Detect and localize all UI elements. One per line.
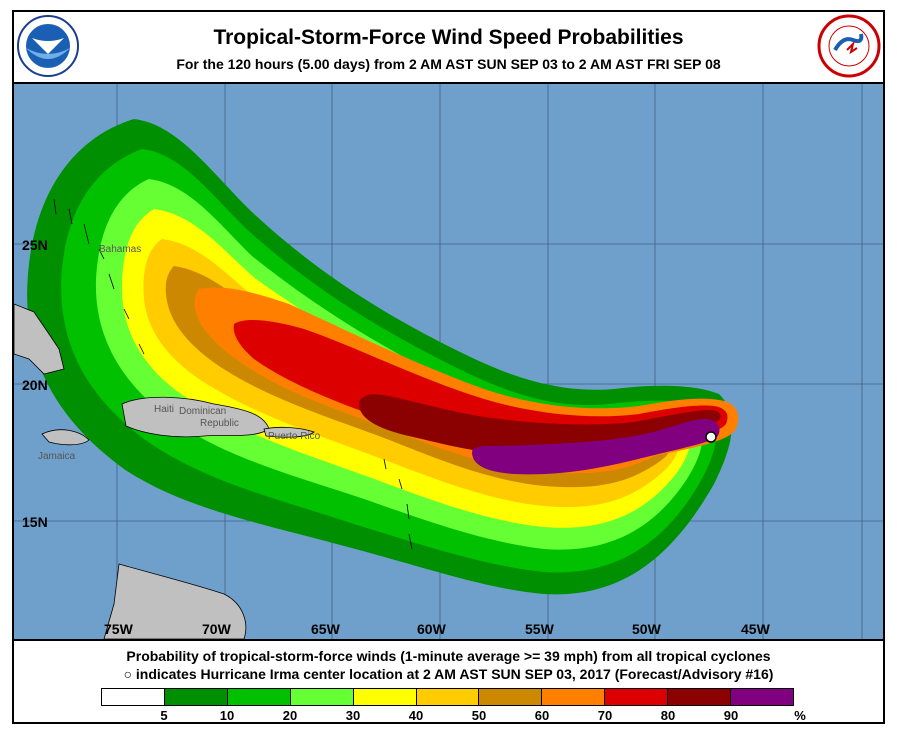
lat-label-15n: 15N <box>22 514 48 530</box>
lon-label-50w: 50W <box>632 621 662 637</box>
lon-label-75w: 75W <box>104 621 134 637</box>
scale-cell <box>731 689 793 705</box>
nws-logo <box>817 14 881 83</box>
lon-label-65w: 65W <box>311 621 341 637</box>
place-label-bahamas: Bahamas <box>99 244 141 255</box>
lon-label-70w: 70W <box>202 621 232 637</box>
footer-description: Probability of tropical-storm-force wind… <box>126 648 771 664</box>
footer-center-text: indicates Hurricane Irma center location… <box>135 666 774 682</box>
place-label-jamaica: Jamaica <box>38 451 76 462</box>
lon-label-60w: 60W <box>417 621 447 637</box>
scale-cell <box>290 689 354 705</box>
scale-tick: 50 <box>471 708 487 723</box>
scale-cell <box>668 689 732 705</box>
scale-cell <box>479 689 543 705</box>
scale-cell <box>102 689 165 705</box>
place-label-haiti: Haiti <box>154 404 174 415</box>
circle-marker-icon: ○ <box>123 666 133 682</box>
scale-cell <box>416 689 480 705</box>
scale-cell <box>164 689 228 705</box>
scale-cell <box>605 689 669 705</box>
footer-center-note: ○ indicates Hurricane Irma center locati… <box>14 666 883 682</box>
place-label-dominican: Dominican <box>179 406 226 417</box>
scale-tick: 40 <box>408 708 424 723</box>
place-label-republic: Republic <box>200 418 239 429</box>
scale-tick: 30 <box>345 708 361 723</box>
scale-tick: 5 <box>160 708 168 723</box>
scale-tick: 20 <box>282 708 298 723</box>
place-label-puerto-rico: Puerto Rico <box>268 431 321 442</box>
scale-cell <box>227 689 291 705</box>
page-subtitle: For the 120 hours (5.00 days) from 2 AM … <box>176 56 721 72</box>
scale-cell <box>542 689 606 705</box>
scale-tick: 70 <box>597 708 613 723</box>
scale-ticks: 5 10 20 30 40 50 60 70 80 90 % <box>101 708 811 723</box>
probability-swath <box>27 119 739 595</box>
lat-label-25n: 25N <box>22 237 48 253</box>
page-title: Tropical-Storm-Force Wind Speed Probabil… <box>213 26 684 49</box>
lon-label-55w: 55W <box>525 621 555 637</box>
scale-tick: 10 <box>219 708 235 723</box>
scale-tick: 80 <box>660 708 676 723</box>
scale-tick: 90 <box>723 708 739 723</box>
scale-cell <box>353 689 417 705</box>
probability-map: 25N 20N 15N 75W 70W 65W 60W 55W 50W 45W … <box>14 82 883 641</box>
island-outlines <box>53 198 413 550</box>
lon-label-45w: 45W <box>741 621 771 637</box>
hurricane-center-icon <box>705 431 717 443</box>
footer: Probability of tropical-storm-force wind… <box>14 643 883 723</box>
landmasses <box>14 303 315 639</box>
color-scale <box>101 688 794 706</box>
scale-tick: 60 <box>534 708 550 723</box>
lat-label-20n: 20N <box>22 377 48 393</box>
header: Tropical-Storm-Force Wind Speed Probabil… <box>14 12 883 82</box>
noaa-logo <box>16 14 80 83</box>
scale-tick: % <box>794 708 806 723</box>
